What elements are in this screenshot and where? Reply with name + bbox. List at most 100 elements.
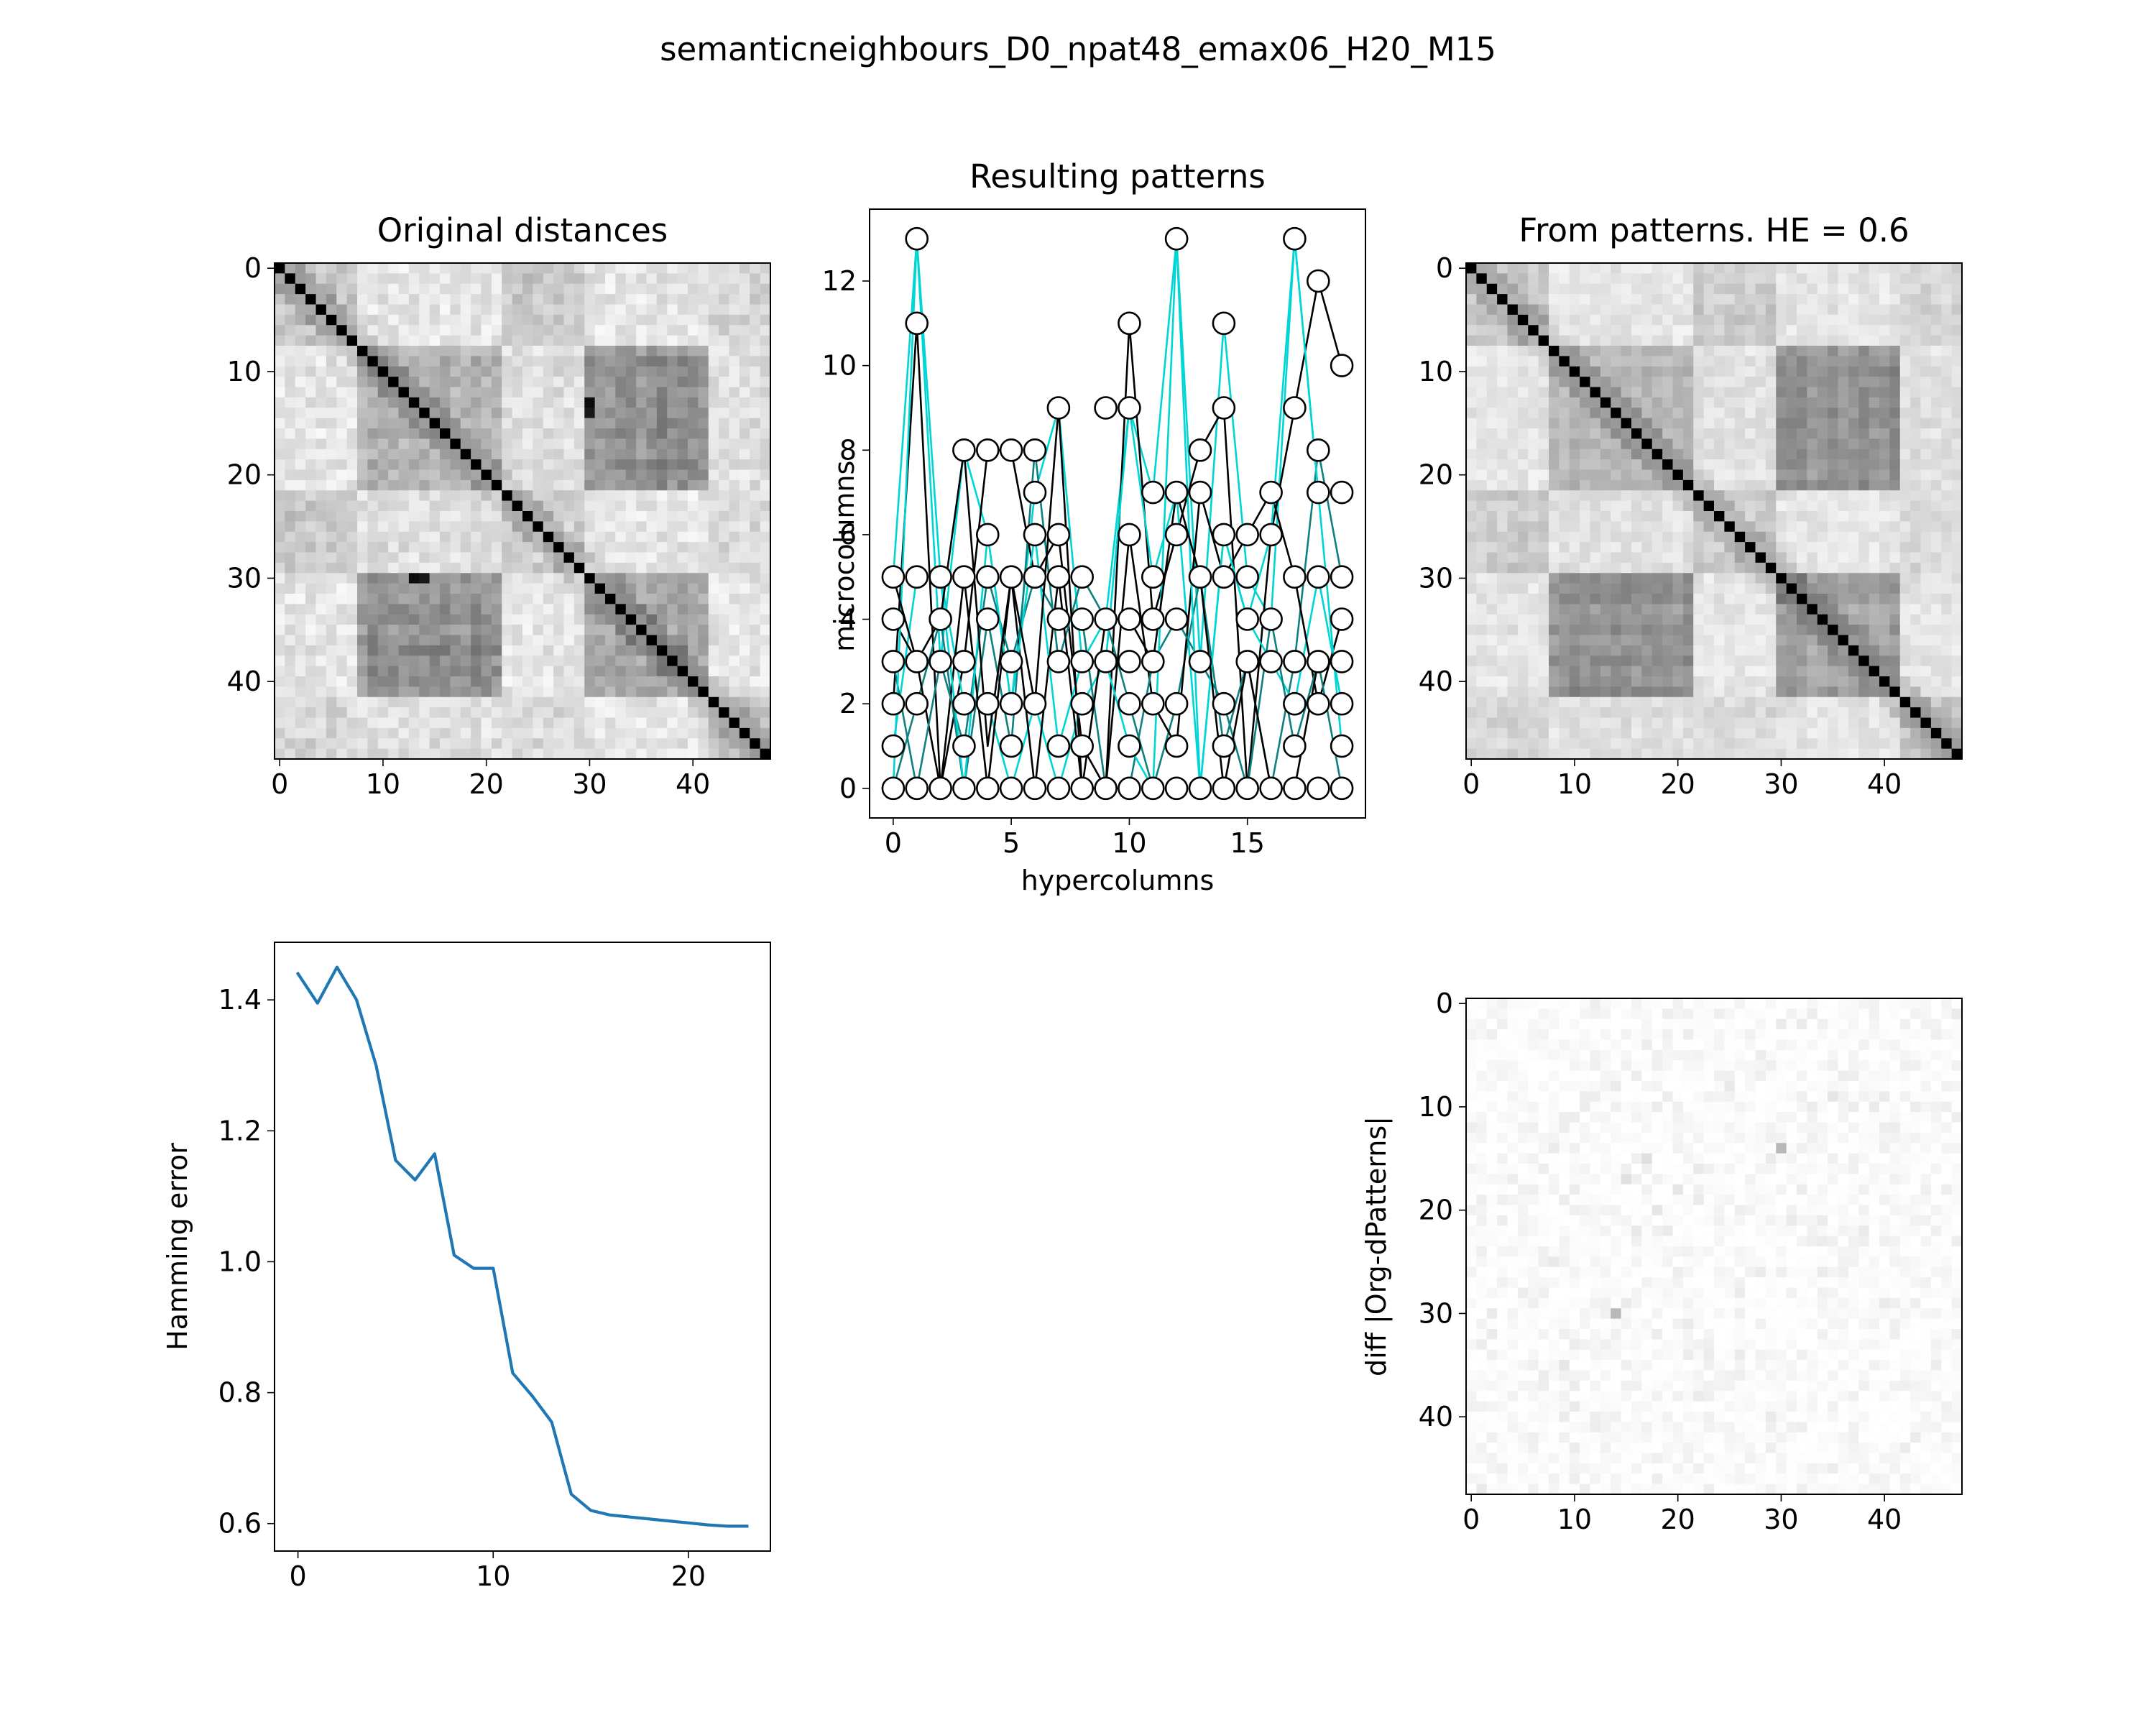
original-cell — [512, 263, 523, 274]
original-cell — [760, 335, 771, 346]
from-patterns-cell — [1621, 573, 1632, 584]
diff-cell — [1517, 1008, 1529, 1020]
original-cell — [584, 531, 596, 543]
original-cell — [275, 604, 285, 615]
from-patterns-cell — [1848, 552, 1859, 564]
original-cell — [688, 459, 699, 471]
from-patterns-cell — [1703, 562, 1715, 574]
original-cell — [636, 500, 648, 512]
original-cell — [656, 294, 668, 305]
diff-cell — [1755, 1018, 1766, 1030]
original-cell — [553, 283, 565, 295]
from-patterns-cell — [1641, 314, 1653, 326]
from-patterns-cell — [1869, 263, 1880, 274]
original-cell — [491, 387, 502, 398]
original-cell — [636, 656, 648, 667]
original-cell — [326, 666, 337, 677]
original-cell — [719, 459, 730, 471]
from-patterns-cell — [1848, 645, 1859, 656]
original-cell — [625, 366, 637, 377]
original-cell — [708, 656, 719, 667]
from-patterns-cell — [1838, 656, 1849, 667]
from-patterns-cell — [1703, 490, 1715, 502]
from-patterns-cell — [1466, 625, 1477, 636]
original-cell — [573, 408, 585, 419]
from-patterns-cell — [1569, 521, 1580, 533]
pattern-point — [1118, 734, 1141, 758]
original-cell — [573, 387, 585, 398]
from-patterns-cell — [1869, 552, 1880, 564]
from-patterns-cell — [1765, 594, 1777, 604]
original-cell — [667, 366, 678, 377]
from-patterns-cell — [1476, 727, 1488, 739]
original-cell — [460, 283, 471, 295]
original-cell — [729, 325, 740, 336]
original-cell — [677, 479, 688, 491]
from-patterns-cell — [1569, 325, 1580, 336]
from-patterns-cell — [1672, 521, 1684, 533]
original-cell — [471, 583, 482, 594]
from-patterns-cell — [1776, 325, 1787, 336]
pattern-point — [1118, 523, 1141, 547]
original-cell — [326, 521, 337, 533]
original-cell — [471, 263, 482, 274]
original-cell — [719, 294, 730, 305]
original-cell — [522, 325, 533, 336]
original-cell — [667, 594, 678, 604]
from-patterns-cell — [1611, 438, 1622, 450]
original-cell — [502, 521, 513, 533]
original-cell — [594, 459, 606, 471]
original-cell — [615, 552, 627, 564]
from-patterns-cell — [1828, 459, 1839, 471]
from-patterns-cell — [1621, 448, 1632, 460]
original-cell — [388, 594, 400, 604]
original-cell — [285, 479, 296, 491]
from-patterns-cell — [1497, 604, 1508, 615]
from-patterns-cell — [1786, 500, 1797, 512]
original-cell — [346, 604, 358, 615]
from-patterns-cell — [1734, 542, 1746, 553]
original-cell — [677, 686, 688, 698]
from-patterns-cell — [1724, 727, 1736, 739]
from-patterns-cell — [1765, 521, 1777, 533]
original-cell — [750, 666, 761, 677]
from-patterns-cell — [1672, 656, 1684, 667]
from-patterns-cell — [1920, 738, 1932, 750]
from-patterns-cell — [1817, 686, 1828, 698]
original-cell — [533, 748, 544, 760]
from-patterns-cell — [1497, 314, 1508, 326]
original-cell — [429, 438, 441, 450]
from-patterns-cell — [1538, 542, 1549, 553]
original-cell — [533, 583, 544, 594]
original-cell — [605, 676, 616, 687]
original-cell — [760, 418, 771, 429]
from-patterns-cell — [1745, 707, 1756, 719]
original-cell — [729, 335, 740, 346]
from-patterns-cell — [1662, 717, 1674, 729]
original-cell — [553, 717, 565, 729]
from-patterns-cell — [1734, 469, 1746, 481]
original-cell — [729, 717, 740, 729]
from-patterns-cell — [1899, 500, 1911, 512]
diff-cell — [1899, 1018, 1911, 1030]
original-cell — [636, 408, 648, 419]
original-cell — [646, 304, 658, 316]
from-patterns-cell — [1755, 573, 1766, 584]
original-cell — [533, 418, 544, 429]
original-cell — [315, 273, 327, 285]
from-patterns-cell — [1466, 511, 1477, 522]
original-cell — [471, 428, 482, 439]
original-cell — [377, 325, 389, 336]
original-cell — [471, 696, 482, 708]
original-cell — [522, 531, 533, 543]
original-cell — [512, 438, 523, 450]
original-cell — [481, 490, 492, 502]
original-cell — [305, 521, 317, 533]
from-patterns-cell — [1899, 562, 1911, 574]
original-cell — [553, 552, 565, 564]
original-cell — [388, 511, 400, 522]
original-cell — [295, 314, 306, 326]
original-cell — [295, 408, 306, 419]
from-patterns-cell — [1651, 448, 1663, 460]
original-cell — [429, 614, 441, 625]
